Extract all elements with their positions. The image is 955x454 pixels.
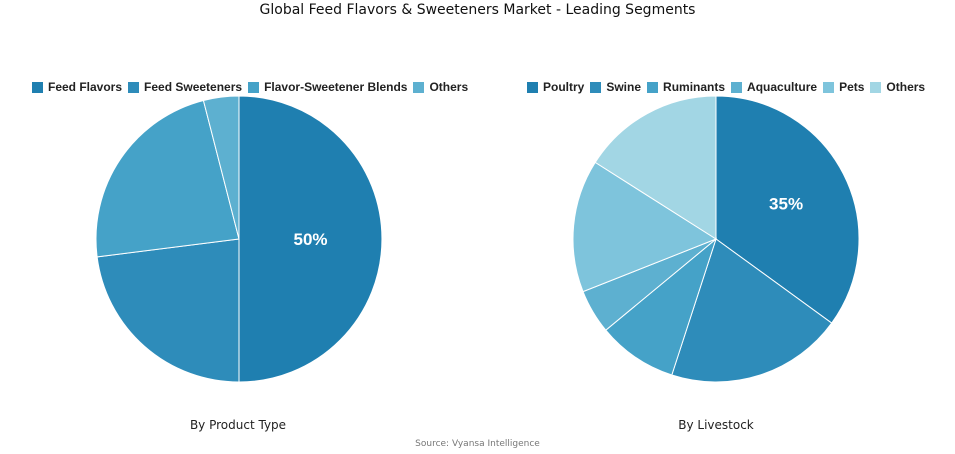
subtitle-product-type: By Product Type bbox=[189, 418, 287, 432]
legend-swatch bbox=[731, 81, 743, 93]
pie-slice-feed-sweeteners bbox=[96, 238, 240, 383]
legend-livestock: Poultry Swine Ruminants Aquaculture Pets Othe… bbox=[527, 80, 931, 94]
legend-item-flavor-sweetener-blends: Flavor-Sweetener Blends bbox=[248, 80, 407, 94]
pie-slice-others bbox=[594, 95, 717, 240]
legend-label: Feed Sweeteners bbox=[144, 80, 243, 94]
legend-swatch bbox=[870, 81, 882, 93]
data-label-feed-flavors: 50% bbox=[293, 230, 327, 249]
legend-item-feed-sweeteners: Feed Sweeteners bbox=[128, 80, 242, 94]
legend-product-type: Feed Flavors Feed Sweeteners Flavor-Sweete… bbox=[32, 80, 474, 94]
legend-item-ruminants: Ruminants bbox=[647, 80, 725, 94]
legend-swatch bbox=[32, 81, 43, 93]
legend-label: Pets bbox=[839, 80, 865, 94]
legend-label: Aquaculture bbox=[747, 80, 818, 94]
pie-slice-poultry bbox=[715, 95, 860, 324]
pie-slice-flavor-sweetener-blends bbox=[95, 99, 240, 258]
legend-label: Poultry bbox=[543, 80, 585, 94]
chart-title: Global Feed Flavors & Sweeteners Market … bbox=[259, 2, 696, 18]
data-label-poultry: 35% bbox=[769, 194, 803, 213]
pie-slice-pets bbox=[572, 161, 718, 293]
legend-label: Swine bbox=[606, 80, 642, 94]
legend-label: Others bbox=[429, 80, 469, 94]
subtitle-livestock: By Livestock bbox=[678, 418, 754, 432]
legend-item-poultry: Poultry bbox=[527, 80, 584, 94]
legend-item-swine: Swine bbox=[590, 80, 641, 94]
pie-slice-feed-flavors bbox=[238, 95, 383, 383]
legend-label: Feed Flavors bbox=[48, 80, 123, 94]
pie-slice-others bbox=[202, 95, 240, 240]
legend-swatch bbox=[647, 81, 659, 93]
legend-label: Ruminants bbox=[663, 80, 726, 94]
legend-swatch bbox=[823, 81, 835, 93]
legend-item-pets: Pets bbox=[823, 80, 864, 94]
pie-slice-swine bbox=[671, 238, 833, 383]
legend-label: Others bbox=[886, 80, 926, 94]
pie-slice-ruminants bbox=[605, 237, 718, 376]
legend-item-others: Others bbox=[870, 80, 925, 94]
legend-swatch bbox=[590, 81, 602, 93]
legend-swatch bbox=[248, 81, 260, 93]
legend-item-feed-flavors: Feed Flavors bbox=[32, 80, 122, 94]
legend-item-aquaculture: Aquaculture bbox=[731, 80, 817, 94]
legend-swatch bbox=[527, 81, 538, 93]
legend-swatch bbox=[413, 81, 425, 93]
legend-swatch bbox=[128, 81, 140, 93]
source-note: Source: Vyansa Intelligence bbox=[415, 439, 540, 449]
legend-label: Flavor-Sweetener Blends bbox=[264, 80, 408, 94]
legend-item-others: Others bbox=[413, 80, 468, 94]
